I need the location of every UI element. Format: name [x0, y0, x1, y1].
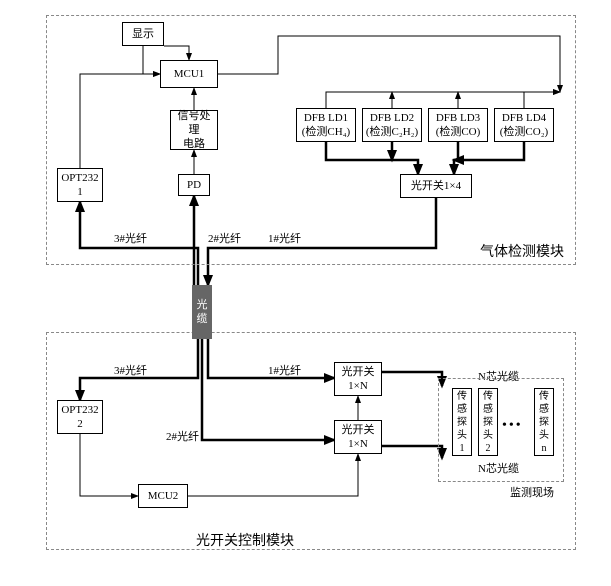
box-os1n_top: 光开关1×N — [334, 362, 382, 396]
box-pd: PD — [178, 174, 210, 196]
box-opt1: OPT2321 — [57, 168, 103, 202]
fiber-label-f2b: 2#光纤 — [166, 428, 199, 444]
probe-ellipsis: ••• — [502, 418, 523, 434]
fiber-label-f1b: 1#光纤 — [268, 362, 301, 378]
fiber-label-f2a: 2#光纤 — [208, 230, 241, 246]
label-switch-module: 光开关控制模块 — [196, 530, 294, 550]
box-dfb4: DFB LD4(检测CO₂) — [494, 108, 554, 142]
sensor-site-label: 监测现场 — [510, 484, 554, 500]
box-display: 显示 — [122, 22, 164, 46]
box-mcu2: MCU2 — [138, 484, 188, 508]
box-os1n_bot: 光开关1×N — [334, 420, 382, 454]
box-dfb3: DFB LD3(检测CO) — [428, 108, 488, 142]
fiber-label-f3a: 3#光纤 — [114, 230, 147, 246]
fiber-label-f3b: 3#光纤 — [114, 362, 147, 378]
sensor-site-box — [438, 378, 564, 482]
fiber-label-f1a: 1#光纤 — [268, 230, 301, 246]
box-cable: 光缆 — [192, 285, 212, 339]
box-os14: 光开关1×4 — [400, 174, 472, 198]
box-sig: 信号处理电路 — [170, 110, 218, 150]
box-dfb1: DFB LD1(检测CH₄) — [296, 108, 356, 142]
box-dfb2: DFB LD2(检测C₂H₂) — [362, 108, 422, 142]
box-mcu1: MCU1 — [160, 60, 218, 88]
box-opt2: OPT2322 — [57, 400, 103, 434]
label-gas-module: 气体检测模块 — [480, 241, 564, 261]
